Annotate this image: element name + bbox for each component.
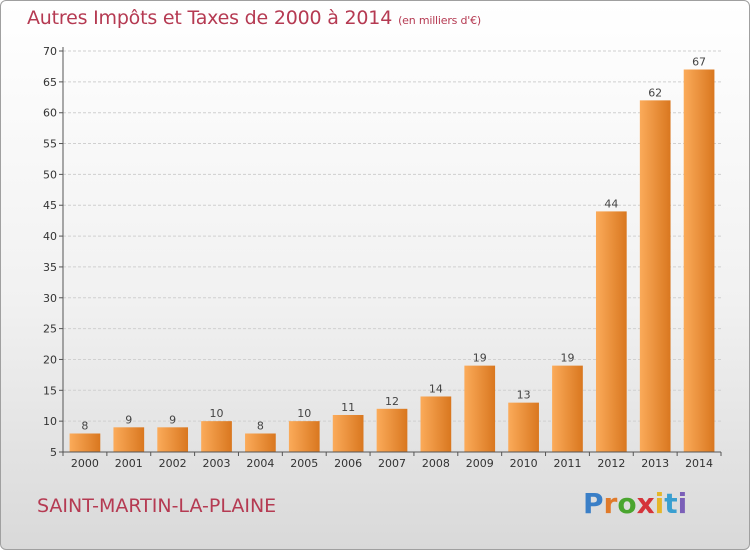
bar (157, 427, 189, 452)
logo-letter: o (617, 487, 637, 520)
y-tick-label: 55 (43, 138, 57, 151)
bar (113, 427, 145, 452)
logo-letter: P (583, 487, 604, 520)
x-tick-label: 2001 (115, 457, 143, 470)
x-tick-label: 2011 (553, 457, 581, 470)
x-tick-label: 2000 (71, 457, 99, 470)
x-tick-label: 2006 (334, 457, 362, 470)
chart-title-main: Autres Impôts et Taxes de 2000 à 2014 (27, 7, 393, 29)
data-label: 10 (297, 407, 311, 420)
proxiti-logo: Proxiti (583, 487, 687, 520)
bar (595, 211, 627, 452)
x-tick-label: 2013 (641, 457, 669, 470)
y-tick-label: 60 (43, 107, 57, 120)
data-label: 8 (257, 419, 264, 432)
y-tick-label: 65 (43, 76, 57, 89)
data-label: 12 (385, 395, 399, 408)
logo-letter: t (664, 487, 678, 520)
y-tick-label: 15 (43, 384, 57, 397)
data-label: 9 (125, 413, 132, 426)
y-tick-label: 40 (43, 230, 57, 243)
bars: 8 9 9 10 8 10 11 12 14 19 13 19 44 62 67 (69, 56, 715, 452)
bar (332, 414, 364, 452)
data-label: 8 (81, 419, 88, 432)
x-tick-label: 2014 (685, 457, 713, 470)
data-label: 19 (473, 352, 487, 365)
y-tick-label: 5 (50, 446, 57, 459)
x-tick-label: 2008 (422, 457, 450, 470)
y-tick-label: 20 (43, 353, 57, 366)
data-label: 10 (210, 407, 224, 420)
bar (201, 421, 232, 452)
data-label: 14 (429, 382, 443, 395)
x-tick-label: 2003 (203, 457, 231, 470)
y-tick-label: 30 (43, 292, 57, 305)
bar (552, 365, 583, 452)
y-tick-label: 45 (43, 199, 57, 212)
bar (508, 402, 539, 452)
bar (639, 100, 671, 452)
chart-title-unit: (en milliers d'€) (398, 14, 481, 27)
logo-letter: i (677, 487, 688, 520)
data-label: 19 (560, 352, 574, 365)
commune-name: SAINT-MARTIN-LA-PLAINE (37, 495, 277, 517)
axes: 5 10 15 20 25 30 35 40 45 50 55 60 65 70 2000 2001 2002 2… (43, 45, 722, 470)
data-label: 11 (341, 401, 355, 414)
logo-letter: x (636, 487, 655, 520)
bar (464, 365, 496, 452)
x-tick-label: 2009 (466, 457, 494, 470)
data-label: 13 (517, 389, 531, 402)
bar (245, 433, 276, 452)
bar (420, 396, 452, 452)
bar (376, 408, 408, 452)
logo-letter: i (654, 487, 665, 520)
x-tick-label: 2010 (510, 457, 538, 470)
y-tick-label: 10 (43, 415, 57, 428)
data-label: 62 (648, 86, 662, 99)
y-tick-label: 25 (43, 323, 57, 336)
y-tick-label: 35 (43, 261, 57, 274)
y-tick-label: 50 (43, 168, 57, 181)
logo-letter: r (603, 487, 618, 520)
data-label: 44 (604, 197, 618, 210)
x-tick-label: 2012 (597, 457, 625, 470)
x-tick-label: 2004 (246, 457, 274, 470)
bar (69, 433, 101, 452)
bar (683, 69, 715, 452)
data-label: 9 (169, 413, 176, 426)
y-tick-label: 70 (43, 45, 57, 58)
data-label: 67 (692, 56, 706, 69)
chart-title: Autres Impôts et Taxes de 2000 à 2014 (en… (27, 7, 481, 29)
x-tick-label: 2005 (290, 457, 318, 470)
bar (288, 421, 320, 452)
x-tick-label: 2007 (378, 457, 406, 470)
x-tick-label: 2002 (159, 457, 187, 470)
